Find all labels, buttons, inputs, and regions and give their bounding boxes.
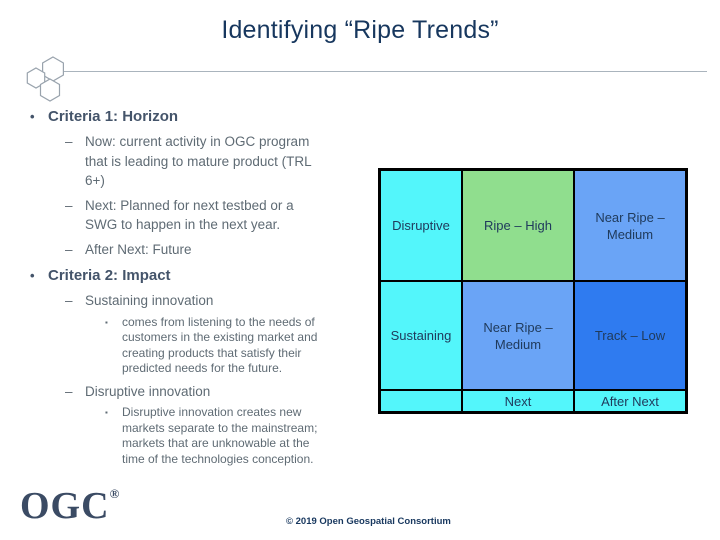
bullet-item-sustaining-detail: ▪ comes from listening to the needs of c… <box>105 315 364 377</box>
bullet-text: Now: current activity in OGC program tha… <box>85 134 312 188</box>
dash-icon: – <box>65 241 73 257</box>
dash-icon: – <box>65 197 73 213</box>
ogc-wordmark-text: OGC <box>20 485 110 527</box>
table-cell-next: Next <box>462 390 574 412</box>
dash-icon: – <box>65 383 73 399</box>
dash-icon: – <box>65 134 73 149</box>
table-cell-near-ripe-bottom: Near Ripe – Medium <box>462 281 574 390</box>
bullet-text: Next: Planned for next testbed or a SWG … <box>85 197 294 233</box>
outline: • Criteria 1: Horizon – Now: current act… <box>28 100 364 467</box>
table-cell-empty <box>380 390 462 412</box>
bullet-text: Disruptive innovation creates new market… <box>122 405 318 466</box>
ogc-wordmark: OGC® <box>20 484 119 528</box>
ogc-hexagons-icon <box>26 56 65 102</box>
square-bullet-icon: ▪ <box>105 408 108 417</box>
ripeness-matrix-table: Disruptive Ripe – High Near Ripe – Mediu… <box>378 168 688 414</box>
bullet-text: After Next: Future <box>85 241 192 257</box>
bullet-item-disruptive-detail: ▪ Disruptive innovation creates new mark… <box>105 405 364 467</box>
table-cell-track-low: Track – Low <box>574 281 686 390</box>
table-cell-sustaining: Sustaining <box>380 281 462 390</box>
bullet-item-criteria-2: • Criteria 2: Impact <box>30 266 364 286</box>
registered-trademark-icon: ® <box>109 486 120 501</box>
page-title: Identifying “Ripe Trends” <box>221 16 499 44</box>
bullet-text: Criteria 2: Impact <box>48 267 171 284</box>
bullet-item-sustaining: – Sustaining innovation <box>65 291 364 311</box>
bullet-item-criteria-1: • Criteria 1: Horizon <box>30 107 364 127</box>
bullet-item-now: – Now: current activity in OGC program t… <box>65 132 364 191</box>
bullet-text: comes from listening to the needs of cus… <box>122 314 318 376</box>
table-cell-ripe-high: Ripe – High <box>462 170 574 281</box>
bullet-icon: • <box>30 268 35 283</box>
bullet-text: Sustaining innovation <box>85 293 214 308</box>
table-cell-near-ripe-top: Near Ripe – Medium <box>574 170 686 281</box>
bullet-item-disruptive: – Disruptive innovation <box>65 382 364 402</box>
footer-copyright: © 2019 Open Geospatial Consortium <box>286 516 451 527</box>
bullet-item-after-next: – After Next: Future <box>65 240 364 260</box>
square-bullet-icon: ▪ <box>105 317 108 327</box>
table-cell-after-next: After Next <box>574 390 686 412</box>
bullet-icon: • <box>30 109 35 124</box>
bullet-text: Disruptive innovation <box>85 383 211 399</box>
title-divider-line <box>62 71 707 72</box>
table-cell-disruptive: Disruptive <box>380 170 462 281</box>
dash-icon: – <box>65 293 73 308</box>
bullet-text: Criteria 1: Horizon <box>48 108 179 125</box>
bullet-item-next: – Next: Planned for next testbed or a SW… <box>65 196 364 235</box>
